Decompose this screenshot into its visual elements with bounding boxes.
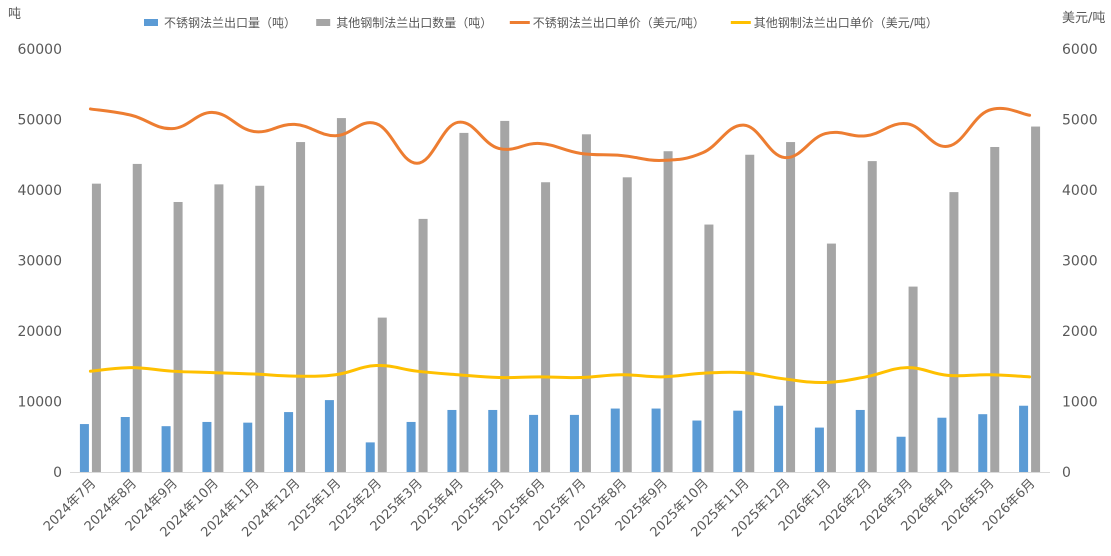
legend-item: 不锈钢法兰出口量（吨） [144, 16, 296, 30]
legend-label: 不锈钢法兰出口量（吨） [164, 16, 296, 30]
bar-stainless-volume [774, 405, 784, 472]
bar-other-steel-volume [826, 243, 836, 472]
bar-other-steel-volume [581, 134, 591, 472]
legend-item: 其他钢制法兰出口单价（美元/吨） [730, 16, 938, 30]
legend-item: 不锈钢法兰出口单价（美元/吨） [509, 16, 705, 30]
bar-stainless-volume [284, 412, 294, 472]
bar-stainless-volume [79, 424, 89, 472]
bar-other-steel-volume [418, 218, 428, 472]
bar-stainless-volume [406, 421, 416, 472]
bar-other-steel-volume [786, 142, 796, 472]
bar-stainless-volume [651, 408, 661, 472]
right-y-tick-label: 0 [1062, 465, 1071, 481]
legend-label: 不锈钢法兰出口单价（美元/吨） [533, 16, 705, 30]
bar-stainless-volume [610, 408, 620, 472]
bar-stainless-volume [447, 409, 457, 472]
bar-other-steel-volume [296, 142, 306, 472]
bar-stainless-volume [365, 442, 375, 472]
bar-other-steel-volume [500, 120, 510, 472]
right-y-tick-label: 3000 [1062, 254, 1098, 270]
legend-swatch [144, 19, 158, 26]
bar-other-steel-volume [336, 118, 346, 472]
bar-stainless-volume [692, 420, 702, 472]
left-y-tick-label: 30000 [17, 254, 62, 270]
bar-other-steel-volume [459, 132, 469, 472]
bar-stainless-volume [896, 436, 906, 472]
bar-stainless-volume [569, 414, 579, 472]
bar-other-steel-volume [132, 163, 142, 473]
line-other-steel-price [88, 364, 1032, 385]
left-y-tick-label: 20000 [17, 324, 62, 340]
bar-stainless-volume [937, 417, 947, 472]
bar-other-steel-volume [173, 201, 183, 473]
bar-stainless-volume [855, 409, 865, 472]
bar-other-steel-volume [541, 182, 551, 472]
left-y-tick-label: 10000 [17, 395, 62, 411]
bar-other-steel-volume [255, 185, 265, 472]
bar-other-steel-volume [949, 192, 959, 473]
right-axis-unit: 美元/吨 [1062, 11, 1105, 26]
right-y-tick-label: 6000 [1062, 42, 1098, 58]
right-y-axis: 0 1000 2000 3000 4000 5000 6000 [1062, 42, 1098, 481]
right-y-tick-label: 4000 [1062, 183, 1098, 199]
line-series [88, 106, 1032, 385]
legend: 不锈钢法兰出口量（吨） 其他钢制法兰出口数量（吨） 不锈钢法兰出口单价（美元/吨） 其… [144, 15, 938, 30]
bar-other-steel-volume [1031, 126, 1041, 473]
bar-other-steel-volume [622, 177, 632, 472]
legend-swatch [316, 19, 331, 26]
left-y-tick-label: 60000 [17, 42, 62, 58]
x-axis: 2024年7月2024年8月2024年9月2024年10月2024年11月202… [41, 476, 1038, 540]
bar-stainless-volume [1019, 405, 1029, 472]
bar-stainless-volume [202, 421, 212, 472]
right-y-tick-label: 2000 [1062, 324, 1098, 340]
line-stainless-price [88, 106, 1032, 165]
bar-series [79, 118, 1041, 473]
legend-item: 其他钢制法兰出口数量（吨） [316, 15, 492, 30]
bar-other-steel-volume [214, 184, 224, 473]
bar-other-steel-volume [91, 183, 101, 472]
right-y-tick-label: 1000 [1062, 395, 1098, 411]
left-y-tick-label: 40000 [17, 183, 62, 199]
legend-label: 其他钢制法兰出口数量（吨） [336, 15, 492, 30]
bar-stainless-volume [814, 427, 824, 472]
bar-stainless-volume [243, 422, 253, 472]
left-y-axis: 0 10000 20000 30000 40000 50000 60000 [17, 42, 62, 481]
bar-stainless-volume [161, 426, 171, 472]
bar-other-steel-volume [990, 146, 1000, 472]
bar-stainless-volume [733, 410, 743, 472]
bar-stainless-volume [120, 417, 130, 472]
legend-label: 其他钢制法兰出口单价（美元/吨） [754, 16, 938, 30]
left-axis-unit: 吨 [8, 7, 21, 22]
bar-stainless-volume [324, 400, 334, 472]
bar-other-steel-volume [908, 286, 918, 472]
bar-other-steel-volume [663, 151, 673, 472]
bar-other-steel-volume [377, 317, 387, 472]
bar-stainless-volume [529, 414, 539, 472]
bar-other-steel-volume [745, 154, 755, 472]
left-y-tick-label: 0 [53, 465, 62, 481]
right-y-tick-label: 5000 [1062, 113, 1098, 129]
bar-stainless-volume [978, 414, 988, 472]
bar-other-steel-volume [704, 224, 714, 472]
bar-other-steel-volume [867, 161, 877, 472]
bar-stainless-volume [488, 409, 498, 472]
left-y-tick-label: 50000 [17, 113, 62, 129]
